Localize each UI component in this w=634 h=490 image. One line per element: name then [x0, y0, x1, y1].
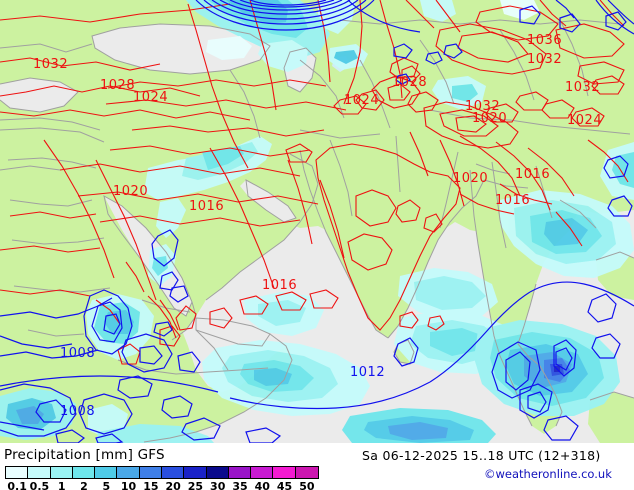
colorbar-cell — [50, 467, 73, 478]
isobar-label: 1032 — [33, 57, 68, 72]
isobar-label: 1020 — [113, 184, 148, 199]
isobar-label: 1024 — [133, 90, 168, 105]
isobar-label: 1008 — [60, 404, 95, 419]
colorbar-tick: 0.5 — [29, 480, 50, 490]
colorbar-tick: 1 — [57, 480, 66, 490]
isobar-label: 1024 — [344, 93, 379, 108]
colorbar-swatches[interactable] — [5, 466, 319, 479]
isobar-label: 1032 — [527, 52, 562, 67]
colorbar-cell — [295, 467, 318, 478]
colorbar-tick-labels: 0.1 0.5 1 2 5 10 15 20 25 30 35 40 45 50 — [5, 480, 345, 490]
colorbar-tick: 20 — [165, 480, 181, 490]
isobar-low-layer — [0, 0, 634, 443]
copyright-credit: ©weatheronline.co.uk — [484, 467, 612, 481]
precipitation-colorbar[interactable]: 0.1 0.5 1 2 5 10 15 20 25 30 35 40 45 50 — [5, 466, 345, 490]
colorbar-cell — [139, 467, 162, 478]
colorbar-cell — [28, 467, 51, 478]
colorbar-cell — [72, 467, 96, 478]
colorbar-tick: 0.1 — [7, 480, 27, 490]
colorbar-cell — [161, 467, 185, 478]
isobar-label: 1016 — [515, 167, 550, 182]
colorbar-tick: 2 — [80, 480, 88, 490]
colorbar-cell — [6, 467, 29, 478]
isobar-label: 1032 — [565, 80, 600, 95]
map-footer: Precipitation [mm] GFS Sa 06-12-2025 15.… — [0, 443, 634, 490]
isobar-label: 1032 — [465, 99, 500, 114]
isobar-label: 1028 — [392, 75, 427, 90]
colorbar-tick: 40 — [254, 480, 270, 490]
precipitation-layer — [0, 0, 634, 443]
isobar-label: 1020 — [472, 111, 507, 126]
colorbar-cell — [117, 467, 140, 478]
colorbar-cell — [206, 467, 229, 478]
colorbar-tick: 45 — [276, 480, 293, 490]
colorbar-tick: 50 — [299, 480, 315, 490]
isobar-label: 1028 — [100, 78, 135, 93]
forecast-timestamp: Sa 06-12-2025 15..18 UTC (12+318) — [362, 448, 601, 463]
colorbar-tick: 30 — [210, 480, 226, 490]
colorbar-cell — [184, 467, 207, 478]
isobar-label: 1016 — [495, 193, 530, 208]
isobar-label: 1012 — [350, 365, 385, 380]
isobar-label: 1016 — [189, 199, 224, 214]
colorbar-cell — [251, 467, 274, 478]
isobar-label: 1008 — [60, 346, 95, 361]
colorbar-cell — [95, 467, 118, 478]
isobar-label: 1020 — [453, 171, 488, 186]
weather-map-canvas[interactable]: 1032 1028 1024 1036 1032 1028 1024 1032 1032 1020… — [0, 0, 634, 443]
colorbar-tick: 10 — [120, 480, 137, 490]
colorbar-tick: 25 — [187, 480, 204, 490]
isobar-label: 1024 — [567, 113, 602, 128]
legend-title: Precipitation [mm] GFS — [4, 447, 165, 463]
colorbar-tick: 15 — [143, 480, 159, 490]
isobar-label: 1036 — [527, 33, 562, 48]
isobar-label: 1016 — [262, 278, 297, 293]
colorbar-cell — [273, 467, 296, 478]
colorbar-tick: 5 — [102, 480, 111, 490]
isobar-high-layer — [0, 0, 629, 365]
colorbar-cell — [228, 467, 252, 478]
colorbar-tick: 35 — [232, 480, 248, 490]
